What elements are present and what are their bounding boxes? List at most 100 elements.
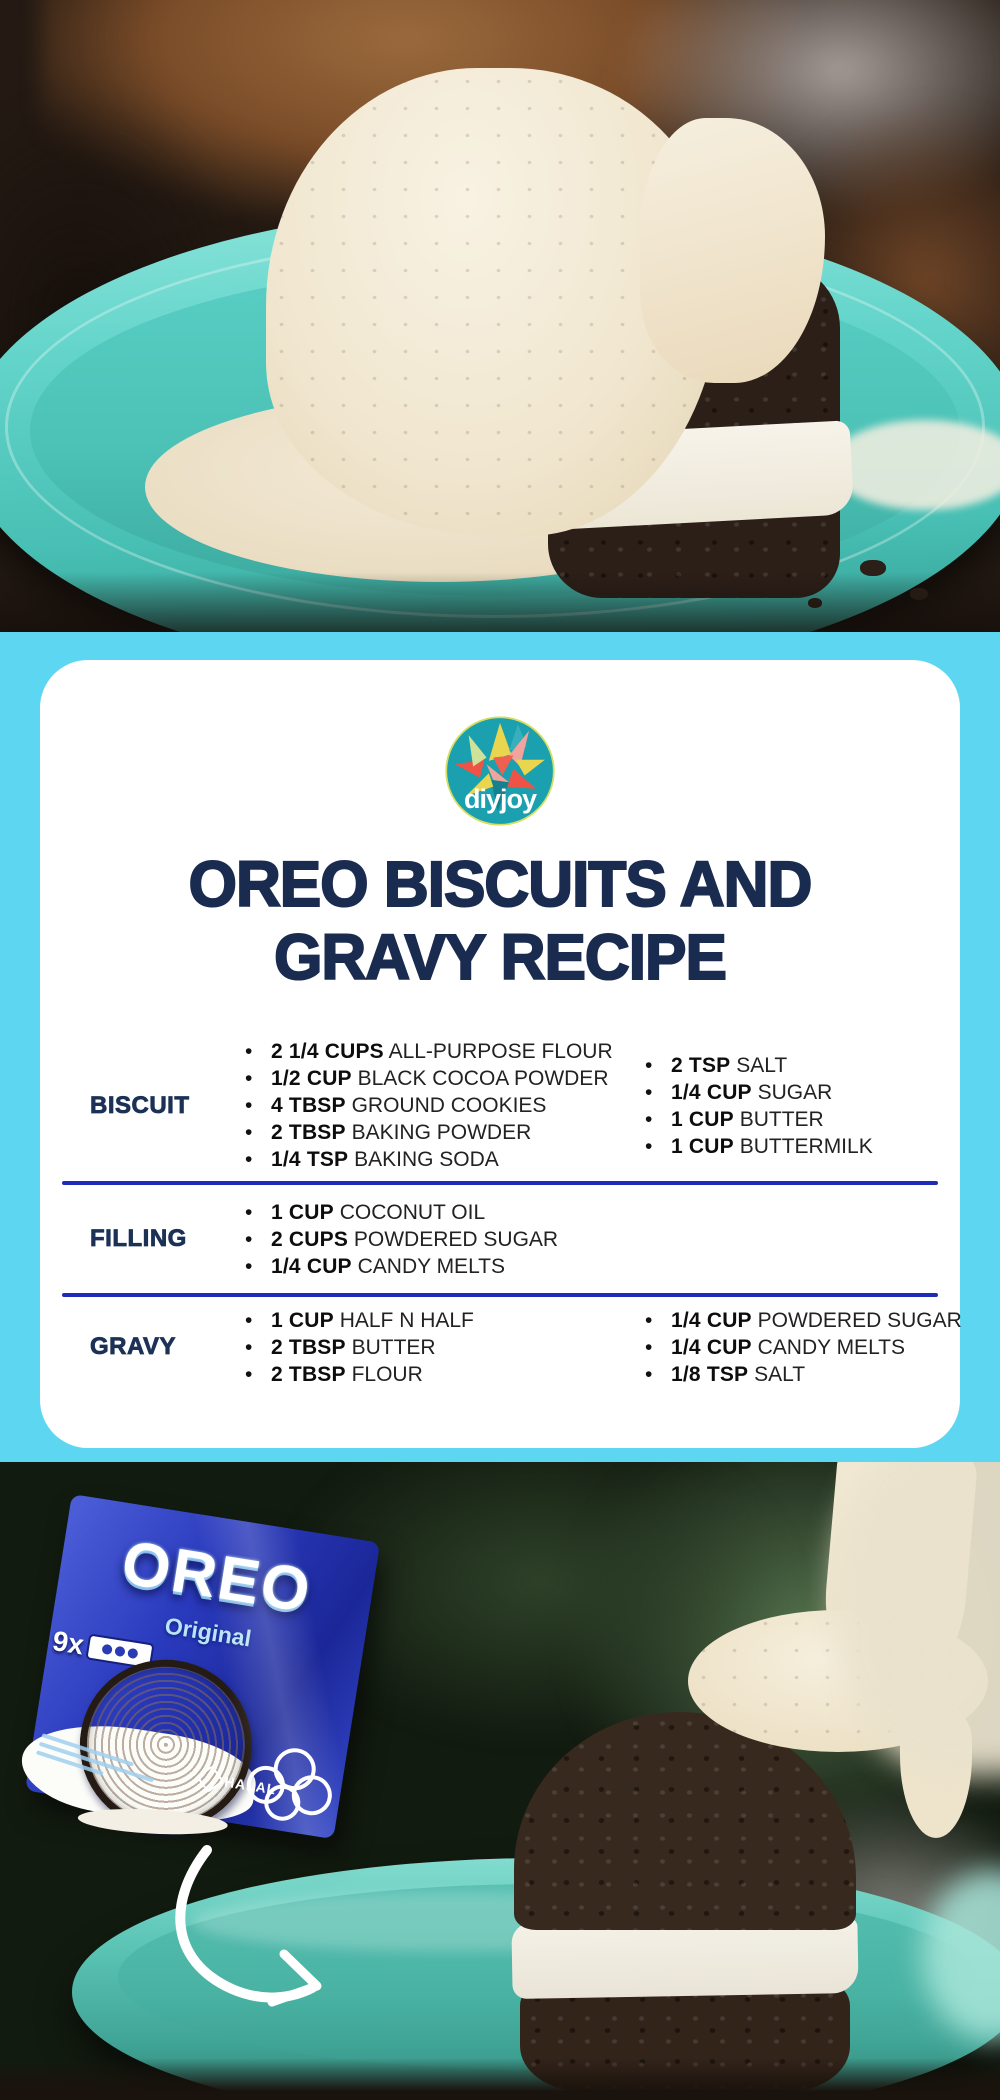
ingredient-item: • 1/4 CUP POWDERED SUGAR <box>645 1307 962 1334</box>
ingredient-quantity: 1/2 CUP <box>271 1067 352 1090</box>
ingredient-quantity: 1 CUP <box>671 1134 734 1158</box>
ingredient-quantity: 1/4 TSP <box>271 1148 349 1171</box>
ingredient-item: • 2 1/4 CUPS ALL-PURPOSE FLOUR <box>245 1038 645 1065</box>
bullet-icon: • <box>245 1336 253 1359</box>
section-divider <box>62 1293 938 1297</box>
ingredient-name: BAKING SODA <box>348 1148 499 1171</box>
recipe-section-row: FILLING • 1 CUP COCONUT OIL • 2 CUPS POWDERE… <box>40 1185 960 1293</box>
ingredient-quantity: 2 TBSP <box>271 1336 346 1359</box>
ingredient-name: SALT <box>730 1053 788 1077</box>
ingredient-item: • 1/4 CUP CANDY MELTS <box>645 1334 962 1361</box>
ingredient-name: CANDY MELTS <box>751 1336 906 1359</box>
ingredient-column: • 1/4 CUP POWDERED SUGAR • 1/4 CUP CANDY ME… <box>645 1307 962 1388</box>
page-title: OREO BISCUITS AND GRAVY RECIPE <box>54 847 946 994</box>
ingredient-name: HALF N HALF <box>333 1309 474 1332</box>
ingredient-name: BUTTER <box>733 1107 824 1131</box>
bullet-icon: • <box>245 1227 253 1251</box>
ingredient-quantity: 1 CUP <box>671 1107 734 1131</box>
biscuit-top-layer <box>514 1712 856 1930</box>
bullet-icon: • <box>645 1134 653 1158</box>
ingredient-name: COCONUT OIL <box>333 1200 486 1224</box>
ingredient-name: BUTTERMILK <box>733 1134 873 1158</box>
ingredient-name: SUGAR <box>751 1080 833 1104</box>
section-label: BISCUIT <box>90 1091 190 1119</box>
ingredient-item: • 1 CUP BUTTER <box>645 1106 960 1133</box>
ingredient-quantity: 2 TBSP <box>271 1121 346 1144</box>
ingredient-name: CANDY MELTS <box>351 1254 506 1278</box>
ingredient-name: FLOUR <box>345 1363 423 1386</box>
bullet-icon: • <box>245 1067 253 1090</box>
ingredient-item: • 2 TBSP BAKING POWDER <box>245 1119 645 1146</box>
ingredient-item: • 1 CUP COCONUT OIL <box>245 1199 645 1226</box>
ingredient-quantity: 1 CUP <box>271 1309 334 1332</box>
ingredient-name: BLACK COCOA POWDER <box>351 1067 609 1090</box>
recipe-card: diyjoy OREO BISCUITS AND GRAVY RECIPE BI… <box>40 660 962 1448</box>
photo-bottom-oreo-stack: OREO Original 9x HALAL <box>0 1462 1000 2100</box>
ingredient-column: • 2 TSP SALT • 1/4 CUP SUGAR • 1 CUP BUTTER • 1… <box>645 1052 960 1160</box>
bullet-icon: • <box>245 1040 253 1063</box>
ingredient-name: BAKING POWDER <box>345 1121 532 1144</box>
title-line-1: OREO BISCUITS AND <box>188 847 814 921</box>
recipe-band: diyjoy OREO BISCUITS AND GRAVY RECIPE BI… <box>0 632 1000 1462</box>
section-divider <box>62 1181 938 1185</box>
section-label: FILLING <box>90 1225 187 1253</box>
ingredient-item: • 4 TBSP GROUND COOKIES <box>245 1092 645 1119</box>
bullet-icon: • <box>645 1309 653 1332</box>
ingredient-name: ALL-PURPOSE FLOUR <box>383 1040 613 1063</box>
ingredient-quantity: 1/4 CUP <box>671 1080 752 1104</box>
ingredient-quantity: 1 CUP <box>271 1200 334 1224</box>
ingredient-quantity: 4 TBSP <box>271 1094 346 1117</box>
ingredient-column: • 1 CUP COCONUT OIL • 2 CUPS POWDERED SUGAR… <box>245 1199 645 1280</box>
bullet-icon: • <box>645 1336 653 1359</box>
ingredient-column: • 2 1/4 CUPS ALL-PURPOSE FLOUR • 1/2 CUP BL… <box>245 1038 645 1173</box>
title-line-2: GRAVY RECIPE <box>273 920 728 994</box>
ingredient-item: • 2 TBSP FLOUR <box>245 1361 645 1388</box>
bullet-icon: • <box>645 1363 653 1386</box>
diyjoy-logo-text: diyjoy <box>463 784 537 814</box>
ingredient-item: • 1/4 TSP BAKING SODA <box>245 1146 645 1173</box>
bullet-icon: • <box>245 1121 253 1144</box>
ingredient-quantity: 2 TSP <box>671 1053 731 1077</box>
table-shadow <box>0 2058 1000 2100</box>
table-shadow <box>0 572 1000 632</box>
ingredient-quantity: 1/8 TSP <box>671 1363 749 1386</box>
gravy-drip <box>640 118 825 383</box>
ingredient-item: • 1/4 CUP SUGAR <box>645 1079 960 1106</box>
ingredient-quantity: 1/4 CUP <box>671 1309 752 1332</box>
bullet-icon: • <box>245 1200 253 1224</box>
ingredient-item: • 1/4 CUP CANDY MELTS <box>245 1253 645 1280</box>
bullet-icon: • <box>245 1148 253 1171</box>
bullet-icon: • <box>245 1254 253 1278</box>
bullet-icon: • <box>645 1107 653 1131</box>
ingredient-item: • 1/2 CUP BLACK COCOA POWDER <box>245 1065 645 1092</box>
ingredient-name: BUTTER <box>345 1336 436 1359</box>
bullet-icon: • <box>245 1094 253 1117</box>
ingredient-item: • 2 CUPS POWDERED SUGAR <box>245 1226 645 1253</box>
ingredient-item: • 2 TSP SALT <box>645 1052 960 1079</box>
bullet-icon: • <box>645 1053 653 1077</box>
ingredient-item: • 2 TBSP BUTTER <box>245 1334 645 1361</box>
ingredient-name: SALT <box>748 1363 806 1386</box>
ingredient-quantity: 1/4 CUP <box>271 1254 352 1278</box>
diyjoy-star-icon <box>445 716 555 826</box>
ingredient-item: • 1 CUP BUTTERMILK <box>645 1133 960 1160</box>
bullet-icon: • <box>245 1309 253 1332</box>
recipe-section-row: GRAVY • 1 CUP HALF N HALF • 2 TBSP BUTTER • 2 … <box>40 1297 962 1443</box>
ingredient-name: GROUND COOKIES <box>345 1094 547 1117</box>
bullet-icon: • <box>245 1363 253 1386</box>
ingredient-quantity: 2 1/4 CUPS <box>271 1040 384 1063</box>
recipe-section-row: BISCUIT • 2 1/4 CUPS ALL-PURPOSE FLOUR • 1/2… <box>40 1030 960 1181</box>
ingredient-quantity: 1/4 CUP <box>671 1336 752 1359</box>
ingredient-name: POWDERED SUGAR <box>751 1309 962 1332</box>
gravy-smear <box>830 420 1000 510</box>
ingredient-name: POWDERED SUGAR <box>348 1227 559 1251</box>
ingredient-quantity: 2 CUPS <box>271 1227 349 1251</box>
photo-top-biscuit-gravy <box>0 0 1000 632</box>
bullet-icon: • <box>645 1080 653 1104</box>
diyjoy-logo: diyjoy <box>444 715 556 831</box>
section-label: GRAVY <box>90 1333 177 1361</box>
ingredient-item: • 1/8 TSP SALT <box>645 1361 962 1388</box>
ingredients-table: BISCUIT • 2 1/4 CUPS ALL-PURPOSE FLOUR • 1/2… <box>40 1030 962 1443</box>
ingredient-quantity: 2 TBSP <box>271 1363 346 1386</box>
